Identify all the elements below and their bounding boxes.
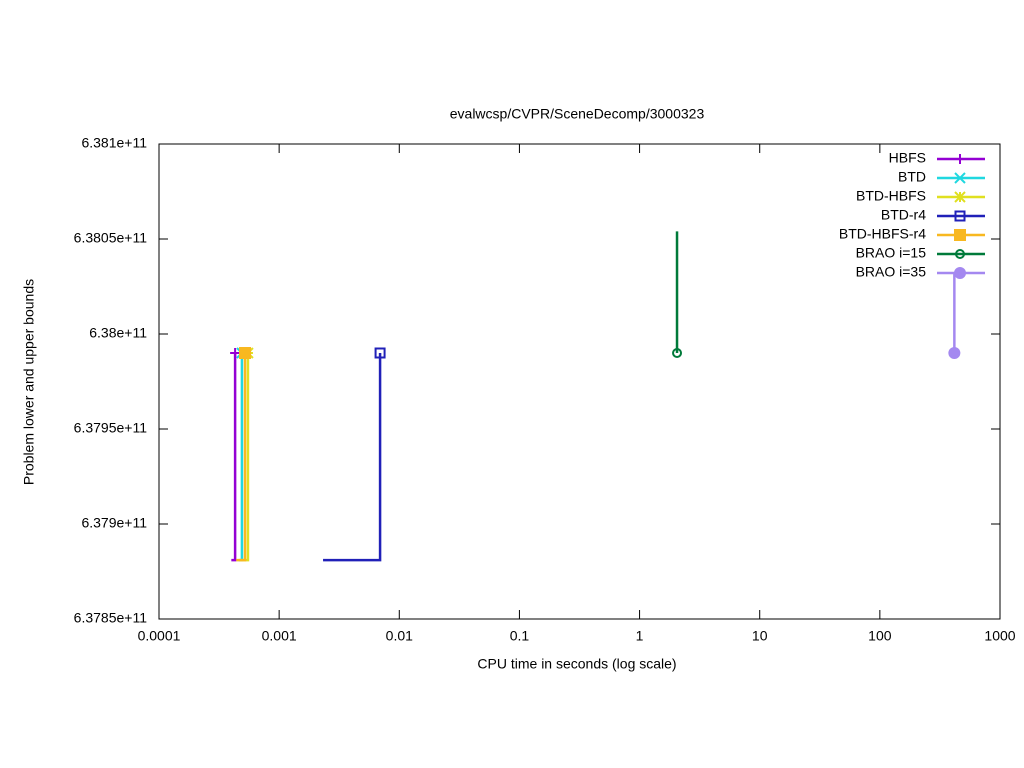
x-tick-label: 1 <box>636 628 644 644</box>
marker <box>954 229 966 241</box>
marker <box>954 172 966 184</box>
y-tick-label: 6.3785e+11 <box>74 610 148 626</box>
x-tick-label: 0.0001 <box>138 628 181 644</box>
x-tick-label: 10 <box>752 628 768 644</box>
marker <box>374 347 386 359</box>
series-line <box>236 353 247 562</box>
marker <box>954 267 966 279</box>
legend-label: BRAO i=15 <box>856 245 927 261</box>
x-tick-label: 0.01 <box>386 628 413 644</box>
legend-label: BTD-r4 <box>881 207 926 223</box>
marker <box>954 191 966 203</box>
legend-label: BTD <box>898 169 926 185</box>
series-line <box>238 353 244 562</box>
marker <box>239 347 252 359</box>
marker <box>954 210 966 222</box>
plot-border <box>158 143 1001 620</box>
x-tick-label: 0.001 <box>262 628 297 644</box>
legend-label: BTD-HBFS <box>856 188 926 204</box>
y-tick-label: 6.381e+11 <box>81 135 147 151</box>
legend-label: HBFS <box>889 150 926 166</box>
series-line <box>231 353 237 562</box>
marker <box>948 347 961 359</box>
x-tick-label: 1000 <box>984 628 1015 644</box>
marker <box>230 348 241 358</box>
x-tick-label: 0.1 <box>510 628 530 644</box>
legend-label: BTD-HBFS-r4 <box>839 226 926 242</box>
y-tick-label: 6.379e+11 <box>81 515 147 531</box>
marker <box>672 348 683 358</box>
y-tick-label: 6.38e+11 <box>89 325 147 341</box>
chart-title: evalwcsp/CVPR/SceneDecomp/3000323 <box>450 106 705 122</box>
x-tick-label: 100 <box>868 628 892 644</box>
series-line <box>323 353 382 562</box>
x-axis-label: CPU time in seconds (log scale) <box>477 656 676 672</box>
y-tick-label: 6.3805e+11 <box>74 230 148 246</box>
marker <box>955 154 965 164</box>
y-axis-label: Problem lower and upper bounds <box>21 279 37 485</box>
legend-label: BRAO i=35 <box>856 264 927 280</box>
y-tick-label: 6.3795e+11 <box>74 420 148 436</box>
marker <box>955 249 965 259</box>
